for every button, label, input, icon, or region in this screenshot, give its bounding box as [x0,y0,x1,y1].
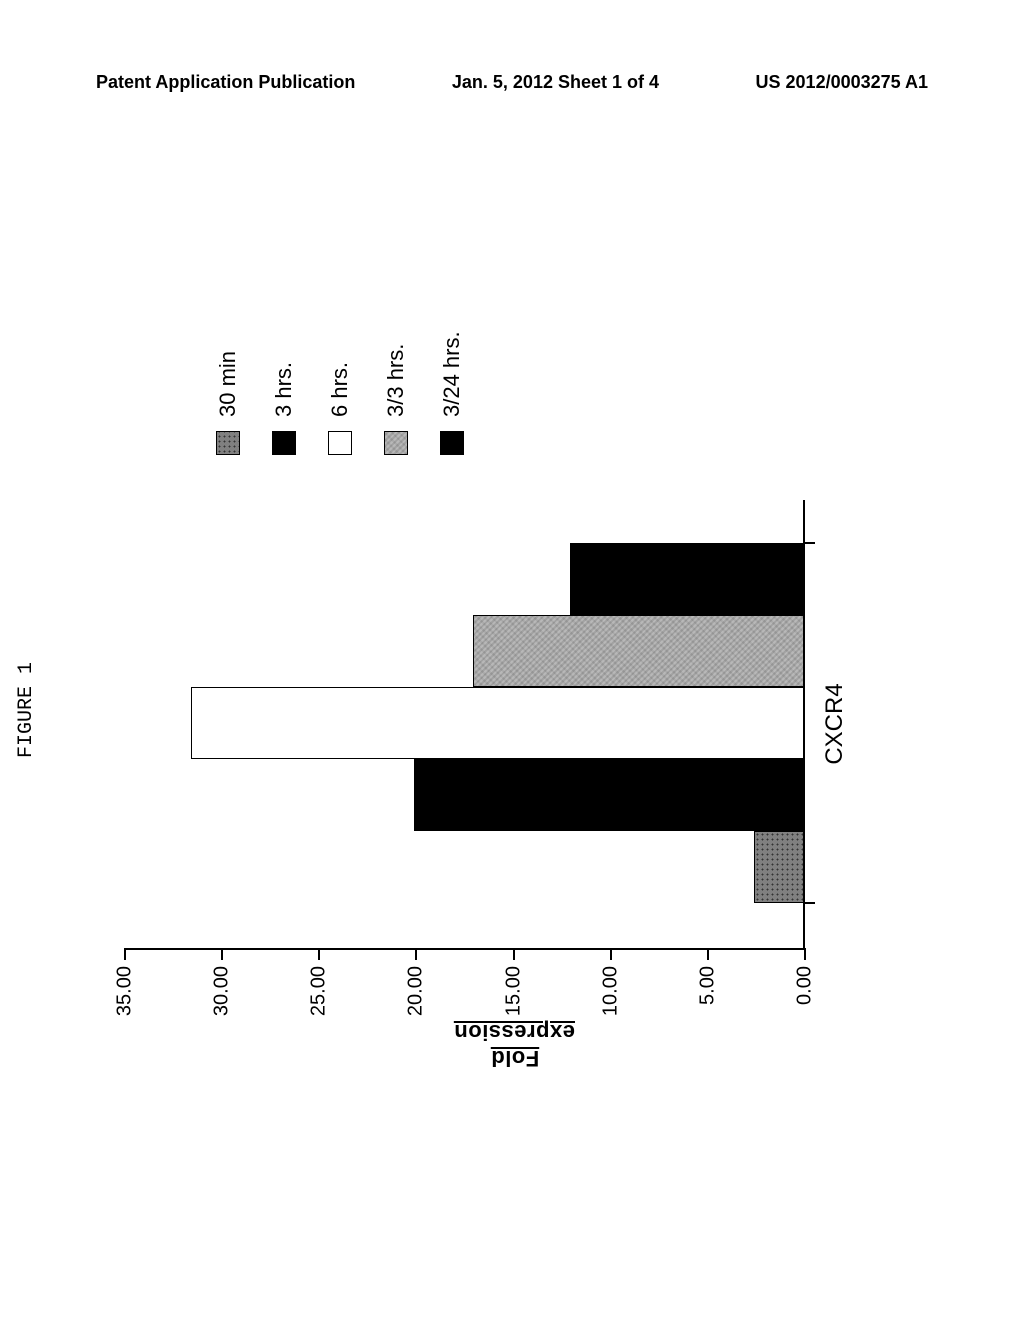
legend-item: 3 hrs. [271,331,297,455]
legend-item: 6 hrs. [327,331,353,455]
figure-1: FIGURE 1 Fold expression CXCR4 0.005.001… [65,325,965,1095]
header-center: Jan. 5, 2012 Sheet 1 of 4 [452,72,659,93]
legend-label: 3/3 hrs. [383,344,409,417]
y-tick [707,948,709,960]
legend-label: 3/24 hrs. [439,331,465,417]
chart-wrapper: FIGURE 1 Fold expression CXCR4 0.005.001… [65,325,965,1095]
legend-swatch [272,431,296,455]
y-tick [415,948,417,960]
legend-swatch [440,431,464,455]
y-tick-label: 5.00 [696,966,719,1005]
y-tick-label: 30.00 [211,966,234,1016]
plot-area: CXCR4 0.005.0010.0015.0020.0025.0030.003… [125,500,805,950]
bar [414,759,803,831]
page-header: Patent Application Publication Jan. 5, 2… [0,72,1024,93]
legend-swatch [328,431,352,455]
legend-swatch [384,431,408,455]
y-tick-label: 20.00 [405,966,428,1016]
legend-swatch [216,431,240,455]
bar [473,615,803,687]
y-tick-label: 10.00 [599,966,622,1016]
y-tick [804,948,806,960]
legend: 30 min 3 hrs. 6 hrs. 3/3 hrs. 3/24 hrs. [215,331,495,455]
y-tick [221,948,223,960]
legend-label: 6 hrs. [327,362,353,417]
legend-item: 3/3 hrs. [383,331,409,455]
bar [191,687,803,759]
x-axis-label: CXCR4 [821,683,849,764]
bar [754,831,803,903]
legend-item: 30 min [215,331,241,455]
header-right: US 2012/0003275 A1 [756,72,928,93]
y-tick-label: 35.00 [114,966,137,1016]
y-axis-label: Fold expression [455,1019,575,1071]
y-tick-label: 0.00 [794,966,817,1005]
y-tick [610,948,612,960]
x-tick [803,542,815,544]
y-tick-label: 25.00 [308,966,331,1016]
legend-item: 3/24 hrs. [439,331,465,455]
y-tick [124,948,126,960]
y-tick [513,948,515,960]
x-tick [803,902,815,904]
y-tick [318,948,320,960]
legend-label: 3 hrs. [271,362,297,417]
bar-group [191,543,803,903]
y-tick-label: 15.00 [502,966,525,1016]
figure-label: FIGURE 1 [15,662,38,758]
header-left: Patent Application Publication [96,72,355,93]
legend-label: 30 min [215,351,241,417]
bar [570,543,803,615]
